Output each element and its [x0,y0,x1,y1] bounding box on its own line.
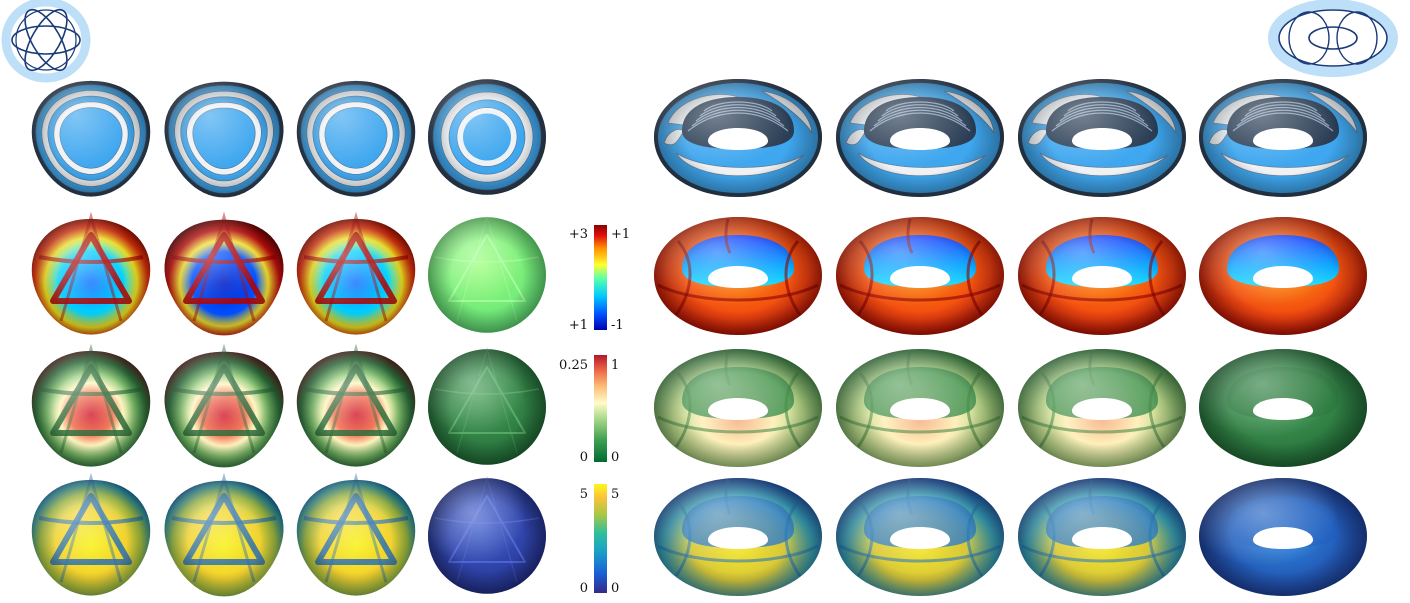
colorbar-label: 0.25 [559,358,588,373]
colorbar-label: 0 [611,450,619,465]
colorbar-distortion: 0.25 0 1 0 [559,355,619,465]
sphere-distortion-2 [164,343,284,468]
colorbar-label: 0 [580,450,588,465]
sphere-isolines-2 [164,81,284,198]
sphere-magnitude-1 [31,472,151,596]
torus-grid [654,79,1367,596]
torus-isolines-3 [1018,79,1186,197]
sphere-grid [31,79,546,597]
sphere-mean-curvature-3 [296,211,416,335]
torus-mean-curvature-3 [1018,217,1186,335]
sphere-magnitude-2 [164,472,284,597]
sphere-magnitude-4 [428,475,546,594]
torus-distortion-1 [654,349,822,467]
colorbar-label: 5 [580,487,588,502]
colorbar-label: +1 [611,227,630,242]
sphere-mean-curvature-1 [31,211,151,335]
torus-magnitude-3 [1018,478,1186,596]
torus-magnitude-1 [654,478,822,596]
sphere-distortion-1 [31,343,151,467]
colorbar-label: +3 [569,227,588,242]
torus-isolines-1 [654,79,822,197]
colorbar-label: 1 [611,358,619,373]
sphere-isolines-4 [428,79,546,195]
torus-distortion-2 [836,349,1004,467]
torus-magnitude-2 [836,478,1004,596]
colorbar-label: -1 [611,318,624,333]
colorbar-magnitude: 5 0 5 0 [580,484,619,596]
torus-curve-network-icon [1268,0,1398,77]
torus-mean-curvature-4 [1199,217,1367,335]
colorbar-mean-curvature: +3 +1 +1 -1 [569,225,630,333]
torus-mean-curvature-2 [836,217,1004,335]
colorbar-label: 0 [580,581,588,596]
sphere-magnitude-3 [296,472,416,596]
torus-isolines-4 [1199,79,1367,197]
colorbar-label: 0 [611,581,619,596]
sphere-mean-curvature-2 [164,211,284,336]
sphere-curve-network-icon [1,0,91,83]
torus-distortion-3 [1018,349,1186,467]
torus-distortion-4 [1199,349,1367,467]
torus-isolines-2 [836,79,1004,197]
sphere-isolines-3 [296,80,416,197]
sphere-isolines-1 [31,80,151,197]
sphere-mean-curvature-4 [428,214,546,333]
colorbar-label: +1 [569,318,588,333]
sphere-distortion-3 [296,343,416,467]
torus-mean-curvature-1 [654,217,822,335]
torus-magnitude-4 [1199,478,1367,596]
sphere-distortion-4 [428,346,546,465]
colorbar-label: 5 [611,487,619,502]
